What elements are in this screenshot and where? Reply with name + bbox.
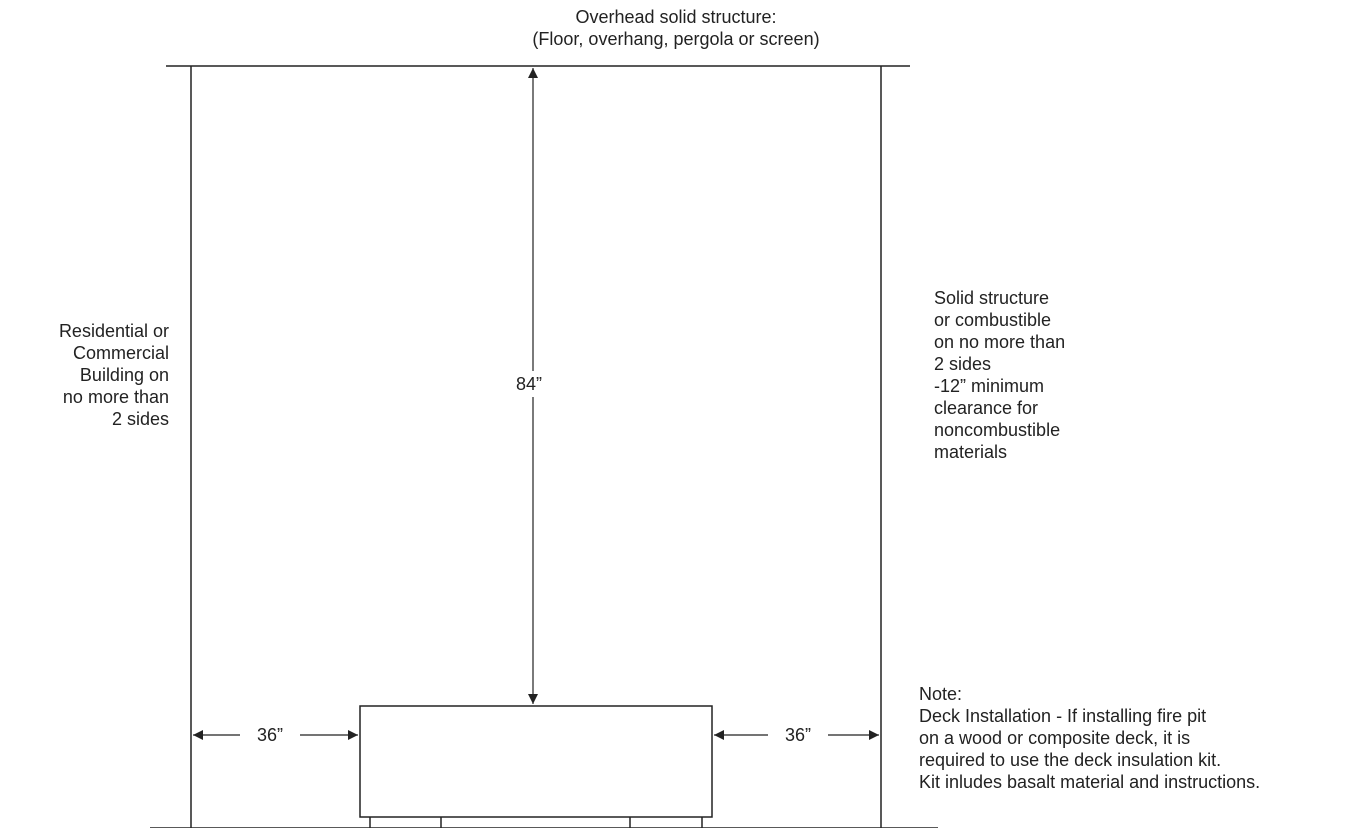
overhead-label-line: (Floor, overhang, pergola or screen) — [532, 29, 820, 49]
left-label-line: Building on — [79, 365, 169, 385]
left-label-line: 2 sides — [111, 409, 169, 429]
right-label-line: -12” minimum — [934, 376, 1045, 396]
note-line: on a wood or composite deck, it is — [919, 728, 1191, 748]
deck-installation-note: Note: Deck Installation - If installing … — [919, 683, 1260, 793]
left-label-line: no more than — [62, 387, 169, 407]
left-label-line: Commercial — [72, 343, 169, 363]
left-label-line: Residential or — [58, 321, 169, 341]
right-side-label: Solid structure or combustible on no mor… — [934, 287, 1065, 463]
right-label-line: 2 sides — [934, 354, 992, 374]
right-label-line: materials — [934, 442, 1008, 462]
fire-pit-body — [359, 705, 713, 818]
note-title: Note: — [919, 684, 963, 704]
fire-pit-base — [369, 817, 703, 828]
overhead-label-line: Overhead solid structure: — [575, 7, 777, 27]
note-line: required to use the deck insulation kit. — [919, 750, 1222, 770]
right-label-line: noncombustible — [934, 420, 1061, 440]
right-label-line: clearance for — [934, 398, 1039, 418]
overhead-structure-label: Overhead solid structure: (Floor, overha… — [276, 6, 1076, 50]
right-label-line: or combustible — [934, 310, 1052, 330]
dimension-label-right: 36” — [768, 724, 828, 746]
left-side-label: Residential or Commercial Building on no… — [59, 320, 169, 430]
right-label-line: on no more than — [934, 332, 1066, 352]
right-label-line: Solid structure — [934, 288, 1050, 308]
dimension-label-vertical: 84” — [494, 371, 564, 397]
note-line: Kit inludes basalt material and instruct… — [919, 772, 1261, 792]
note-line: Deck Installation - If installing fire p… — [919, 706, 1207, 726]
dimension-label-left: 36” — [240, 724, 300, 746]
